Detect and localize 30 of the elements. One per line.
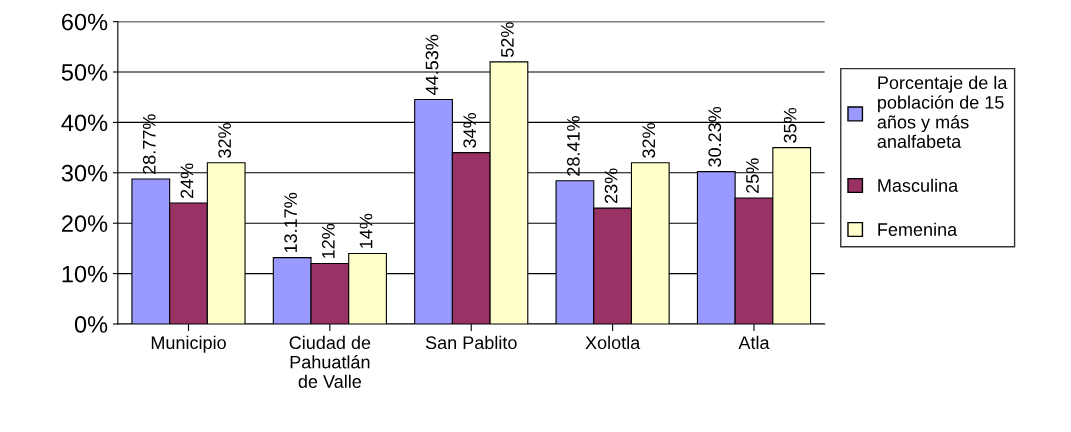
y-tick-label: 20% bbox=[62, 215, 108, 232]
y-tick-label: 50% bbox=[61, 64, 108, 81]
data-label: 28.77% bbox=[142, 114, 156, 174]
data-label: 12% bbox=[321, 223, 335, 258]
y-tick-label: 10% bbox=[62, 265, 108, 283]
data-label: 23% bbox=[604, 168, 618, 203]
x-tick-label: San Pablito bbox=[425, 335, 517, 350]
legend-label: Femenina bbox=[878, 222, 958, 236]
data-label: 32% bbox=[642, 123, 656, 158]
x-tick-label: Ciudad de Pahuatlán de Valle bbox=[289, 335, 371, 388]
y-tick-label: 30% bbox=[61, 164, 108, 182]
data-label: 24% bbox=[180, 163, 194, 198]
data-label: 32% bbox=[218, 123, 232, 158]
x-tick-label: Atla bbox=[738, 335, 770, 350]
data-label: 30.23% bbox=[708, 106, 722, 167]
y-tick-label: 0% bbox=[74, 316, 108, 333]
x-tick-label: Municipio bbox=[151, 335, 226, 353]
data-label: 34% bbox=[463, 112, 477, 148]
data-label: 25% bbox=[746, 158, 759, 193]
data-label: 35% bbox=[783, 107, 797, 143]
legend-label: Masculina bbox=[878, 178, 959, 192]
data-label: 52% bbox=[501, 22, 514, 58]
x-tick-label: Xolotla bbox=[585, 335, 641, 350]
legend-label: Porcentaje de la población de 15 años y más analfabeta bbox=[877, 75, 1008, 148]
y-tick-label: 40% bbox=[61, 114, 108, 132]
data-label: 14% bbox=[359, 213, 373, 248]
data-label: 13.17% bbox=[284, 192, 298, 253]
y-tick-label: 60% bbox=[62, 13, 108, 31]
data-label: 28.41% bbox=[566, 116, 580, 176]
data-label: 44.53% bbox=[425, 34, 439, 95]
